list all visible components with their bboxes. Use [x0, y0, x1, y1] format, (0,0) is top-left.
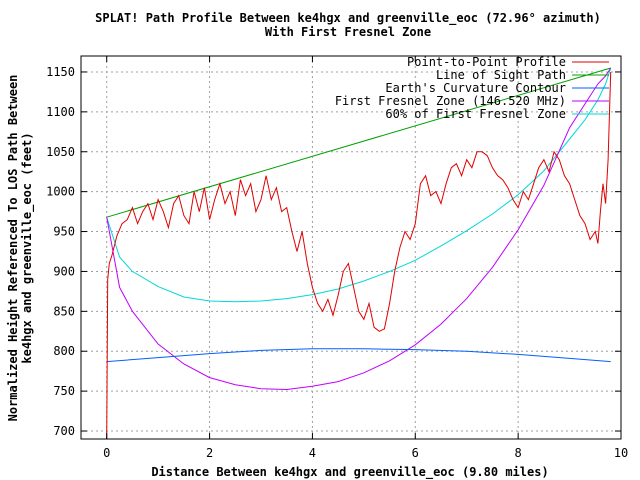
y-tick-label: 950 [53, 225, 75, 239]
series-line-line-of-sight-path [106, 67, 611, 218]
series-line-earth-s-curvature-contour [106, 348, 611, 363]
legend-label: 60% of First Fresnel Zone [385, 107, 566, 121]
series-layer [106, 67, 612, 440]
y-tick-label: 1000 [46, 185, 75, 199]
y-axis-label-line2: ke4hgx and greenville_eoc (feet) [20, 132, 35, 363]
y-tick-label: 1050 [46, 145, 75, 159]
series-line-60-of-first-fresnel-zone [106, 67, 612, 303]
x-tick-label: 6 [412, 446, 419, 460]
x-tick-label: 2 [206, 446, 213, 460]
y-tick-label: 850 [53, 304, 75, 318]
grid [81, 56, 622, 439]
x-tick-label: 4 [309, 446, 316, 460]
ticks: 0 2 4 6 8 10 700 750 800 850 900 950 1000 1050 1100 115… [46, 56, 628, 460]
legend-label: Earth's Curvature Contour [385, 81, 566, 95]
y-tick-label: 700 [53, 424, 75, 438]
series-line-first-fresnel-zone-146-520-mhz [106, 67, 612, 391]
x-axis-label: Distance Between ke4hgx and greenville_e… [151, 465, 548, 480]
y-tick-label: 1150 [46, 65, 75, 79]
x-tick-label: 8 [515, 446, 522, 460]
legend-label: First Fresnel Zone (146.520 MHz) [335, 94, 566, 108]
legend-label: Point-to-Point Profile [407, 55, 566, 69]
y-tick-label: 750 [53, 384, 75, 398]
series-line-point-to-point-profile [106, 71, 612, 440]
chart-subtitle: With First Fresnel Zone [265, 25, 431, 39]
y-tick-label: 900 [53, 264, 75, 278]
y-tick-label: 1100 [46, 105, 75, 119]
x-tick-label: 10 [614, 446, 628, 460]
y-tick-label: 800 [53, 344, 75, 358]
legend-label: Line of Sight Path [436, 68, 566, 82]
x-tick-label: 0 [103, 446, 110, 460]
plot-frame [80, 55, 622, 440]
chart-title: SPLAT! Path Profile Between ke4hgx and g… [95, 11, 601, 26]
y-axis-label-line1: Normalized Height Referenced To LOS Path… [6, 75, 20, 422]
